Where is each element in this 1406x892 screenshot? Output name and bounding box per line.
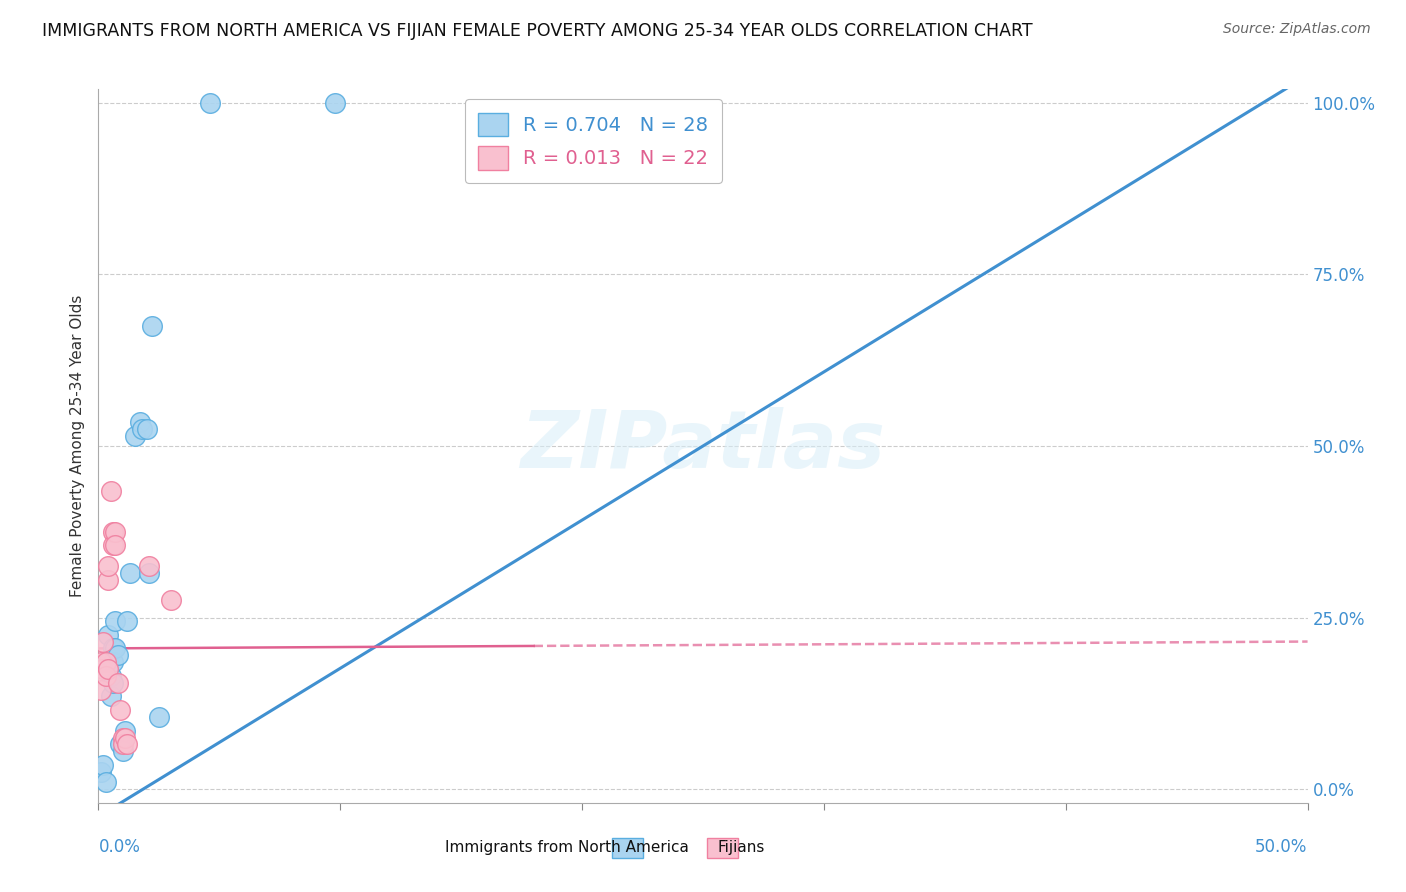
Text: 50.0%: 50.0% (1256, 838, 1308, 856)
Point (104, 641, 127, 656)
Point (97, 628, 120, 642)
Point (148, 710, 170, 724)
Point (117, 738, 139, 752)
Point (108, 703, 131, 717)
Point (107, 675, 129, 690)
Text: ZIPatlas: ZIPatlas (520, 407, 886, 485)
Text: Fijians: Fijians (717, 840, 765, 855)
Point (90, 655, 112, 669)
Point (100, 690, 122, 704)
Point (101, 539, 124, 553)
Point (107, 648, 129, 663)
Point (97, 655, 120, 669)
Text: Immigrants from North America: Immigrants from North America (446, 840, 689, 855)
Point (131, 422, 153, 436)
Point (94, 655, 117, 669)
Point (138, 566, 160, 580)
Point (104, 539, 127, 553)
Text: IMMIGRANTS FROM NORTH AMERICA VS FIJIAN FEMALE POVERTY AMONG 25-34 YEAR OLDS COR: IMMIGRANTS FROM NORTH AMERICA VS FIJIAN … (42, 22, 1033, 40)
Point (91, 634, 114, 648)
Point (160, 593, 183, 607)
Point (97, 573, 120, 587)
Point (111, 731, 134, 745)
Point (108, 738, 131, 752)
Y-axis label: Female Poverty Among 25-34 Year Olds: Female Poverty Among 25-34 Year Olds (69, 295, 84, 597)
Point (97, 559, 120, 574)
Point (111, 744, 134, 758)
Point (325, 95, 347, 110)
Point (114, 723, 136, 738)
Point (94, 775, 117, 789)
Point (141, 318, 163, 333)
Point (97, 662, 120, 676)
Point (104, 614, 127, 628)
Point (97, 662, 120, 676)
Point (94, 669, 117, 683)
Point (198, 95, 221, 110)
Point (101, 641, 124, 656)
Point (118, 566, 141, 580)
Point (91, 662, 114, 676)
Point (111, 738, 134, 752)
Point (101, 655, 124, 669)
Point (114, 731, 136, 745)
Point (128, 415, 150, 429)
Point (90, 682, 112, 697)
Point (91, 758, 114, 772)
Point (101, 524, 124, 539)
Point (117, 614, 139, 628)
Point (100, 669, 122, 683)
Point (104, 524, 127, 539)
Point (100, 483, 122, 498)
Point (124, 428, 146, 442)
Text: Source: ZipAtlas.com: Source: ZipAtlas.com (1223, 22, 1371, 37)
Point (90, 764, 112, 779)
Point (101, 675, 124, 690)
Legend: R = 0.704   N = 28, R = 0.013   N = 22: R = 0.704 N = 28, R = 0.013 N = 22 (465, 99, 721, 184)
Point (135, 422, 157, 436)
Point (138, 559, 160, 574)
Text: 0.0%: 0.0% (98, 838, 141, 856)
